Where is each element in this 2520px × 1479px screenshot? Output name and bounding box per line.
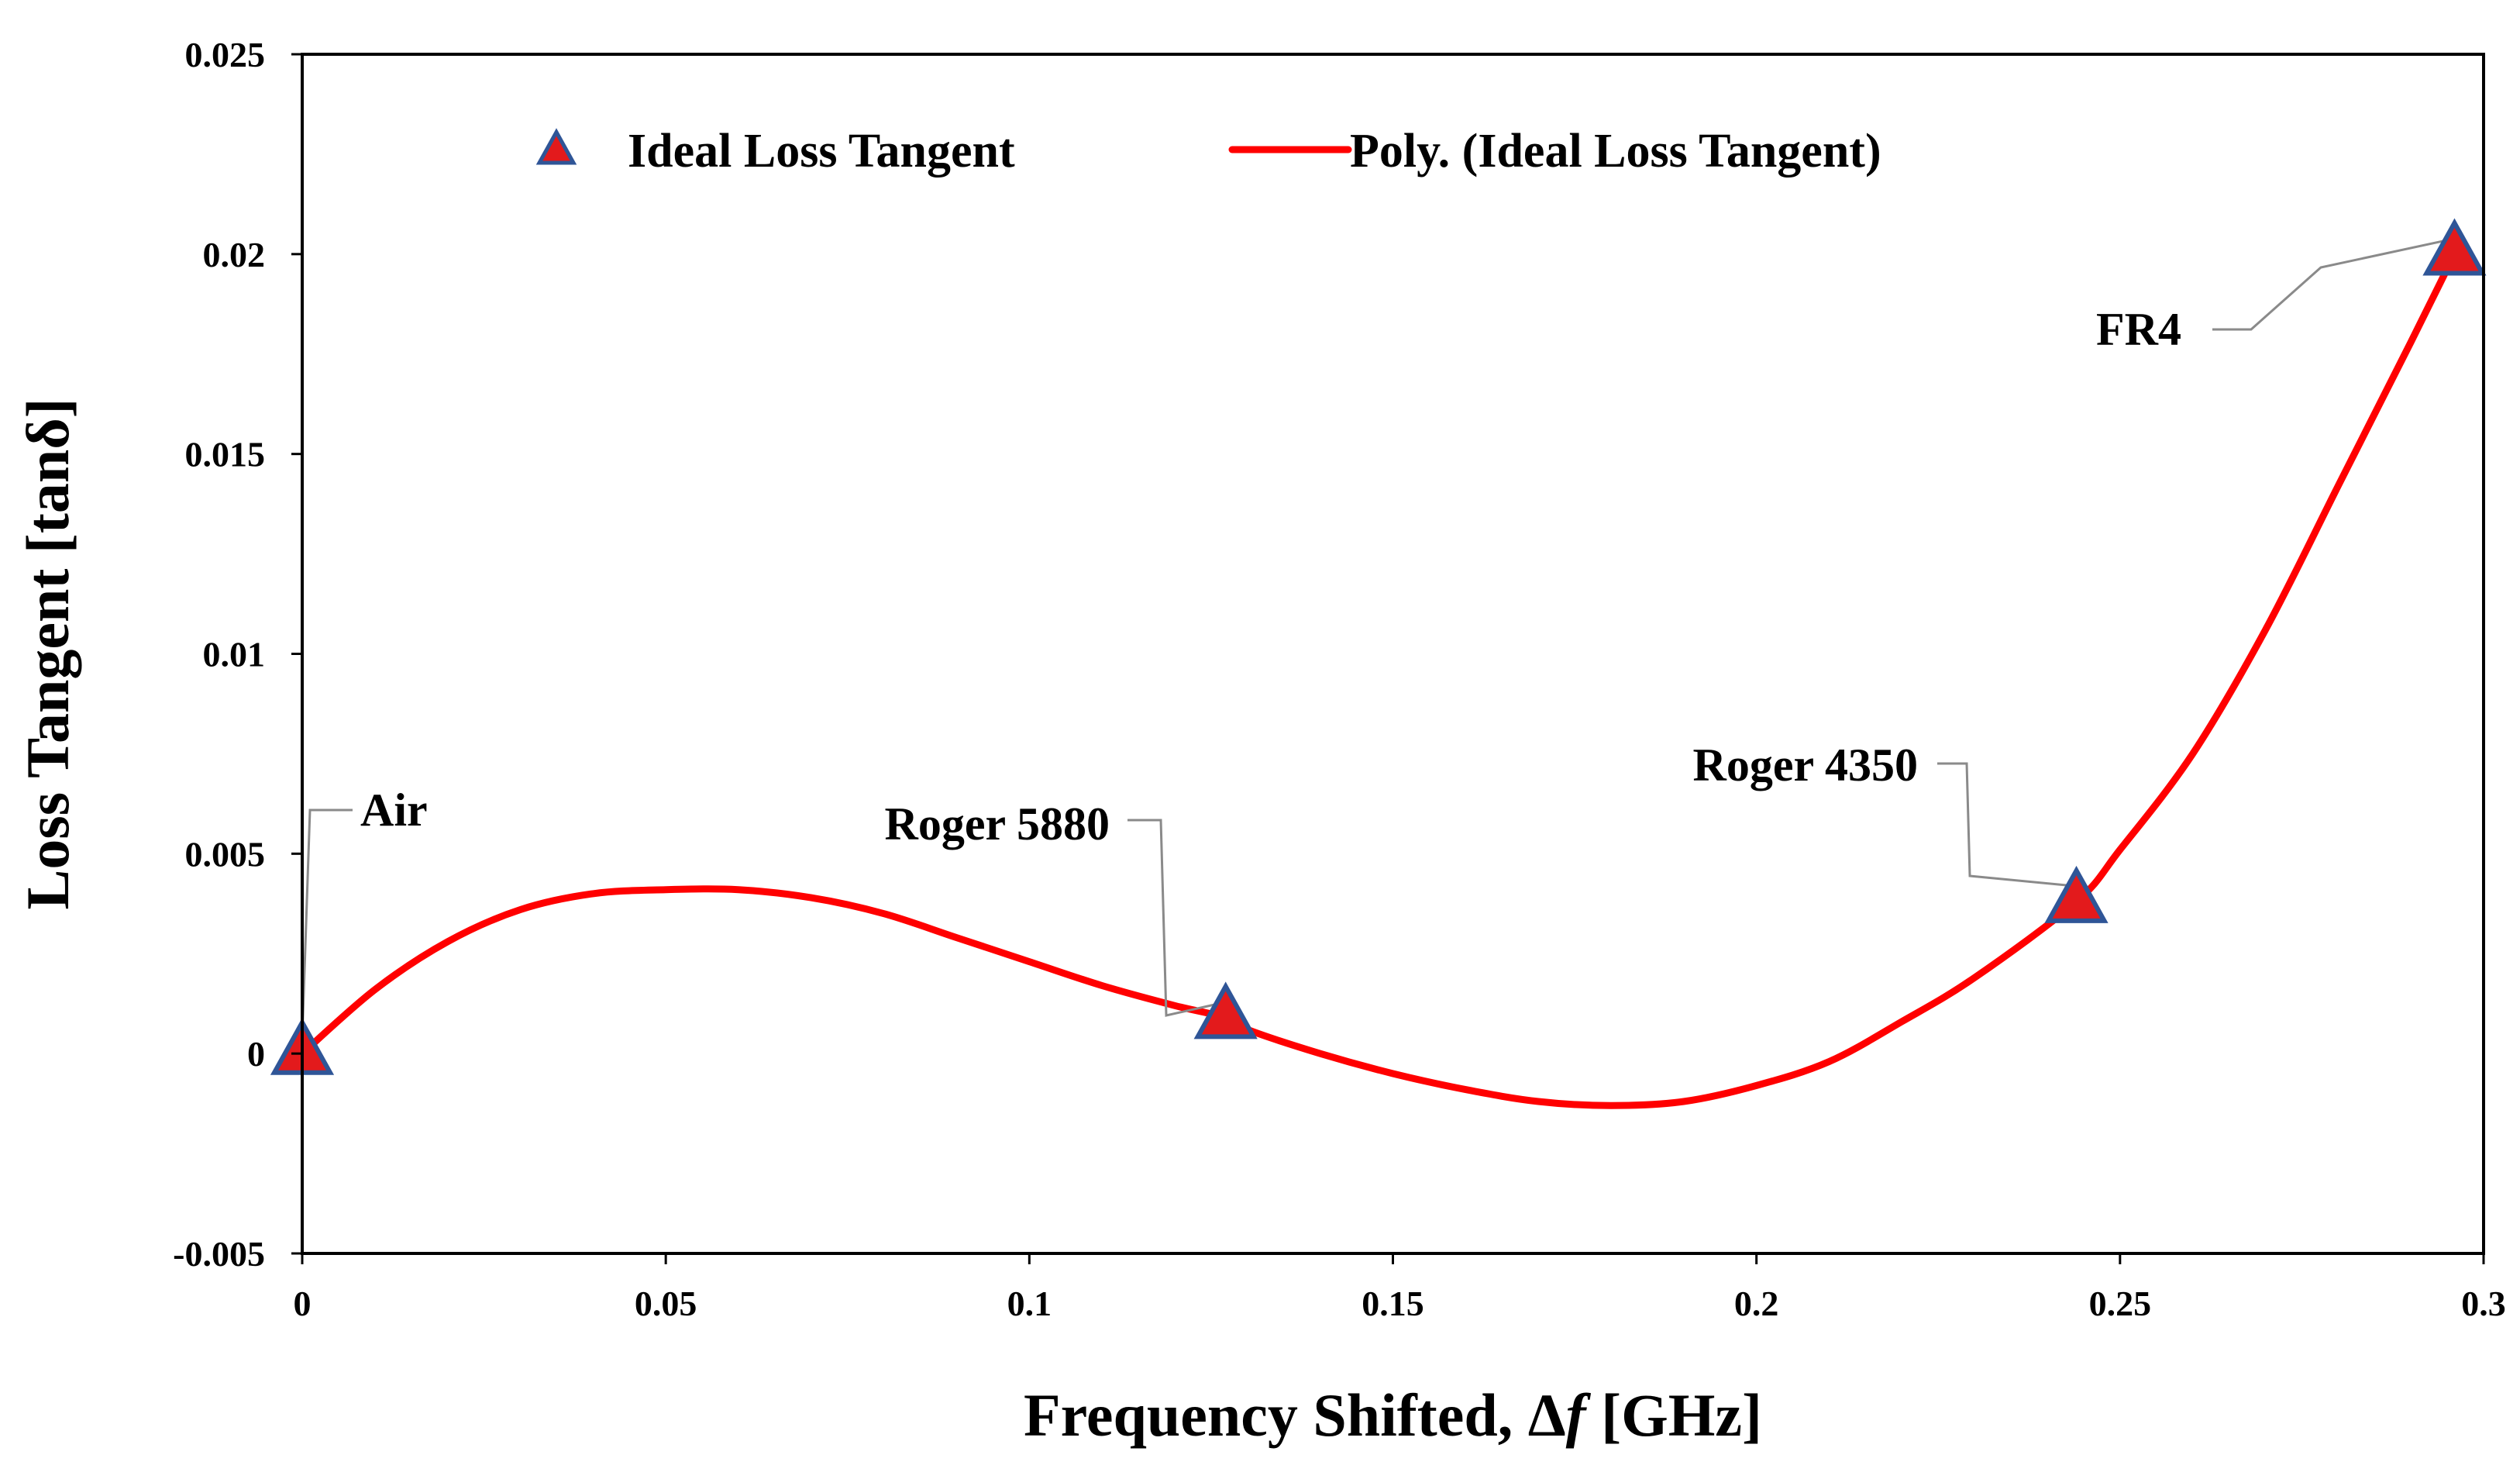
annotation-label: Roger 4350 [1692,740,1918,791]
x-tick-label: 0 [294,1284,312,1323]
annotation-label: FR4 [2096,304,2181,355]
annotation-leader-line [1937,762,2077,888]
y-tick-label: 0.02 [203,235,266,274]
y-tick-label: -0.005 [173,1234,265,1274]
data-point-marker [2422,218,2487,276]
y-tick-label: 0 [247,1034,265,1074]
annotation-leader-line [1127,819,1227,1017]
trendline-curve [298,250,2458,1109]
tick-layer: 0 0.05 0.1 0.15 0.2 0.25 0.3 -0.005 0 0.005 0.01 0.… [173,35,2506,1323]
x-axis-title-suffix: [GHz] [1586,1381,1762,1449]
x-tick-label: 0.1 [1007,1284,1052,1323]
annotation-leader-layer [301,237,2455,1039]
y-tick-label: 0.005 [185,834,266,874]
x-tick-label: 0.15 [1362,1284,1424,1323]
data-point-marker [1193,981,1258,1039]
x-tick-label: 0.05 [635,1284,697,1323]
x-tick-label: 0.2 [1734,1284,1779,1323]
x-tick-label: 0.25 [2089,1284,2152,1323]
y-axis-title: Loss Tangent [tanδ] [14,398,81,909]
data-point-marker [2044,865,2109,923]
annotation-leader-line [301,808,353,1039]
legend-label-poly-trendline: Poly. (Ideal Loss Tangent) [1350,125,1881,178]
x-axis-title-prefix: Frequency Shifted, Δ [1024,1381,1566,1449]
legend: Ideal Loss Tangent Poly. (Ideal Loss Tang… [535,125,1881,178]
legend-marker-triangle-icon [535,128,577,165]
annotation-label: Air [360,784,428,836]
trendline-layer [298,250,2458,1109]
x-axis-title: Frequency Shifted, Δf [GHz] [1024,1381,1762,1449]
annotation-leader-line [2212,237,2455,331]
legend-label-ideal-loss-tangent: Ideal Loss Tangent [628,125,1015,178]
y-tick-label: 0.025 [185,35,266,74]
marker-layer [270,218,2487,1075]
y-tick-label: 0.015 [185,435,266,474]
annotation-label: Roger 5880 [884,798,1110,850]
x-tick-label: 0.3 [2461,1284,2506,1323]
annotation-label-layer: Air Roger 5880 Roger 4350 FR4 [360,304,2181,850]
y-tick-label: 0.01 [203,635,266,674]
